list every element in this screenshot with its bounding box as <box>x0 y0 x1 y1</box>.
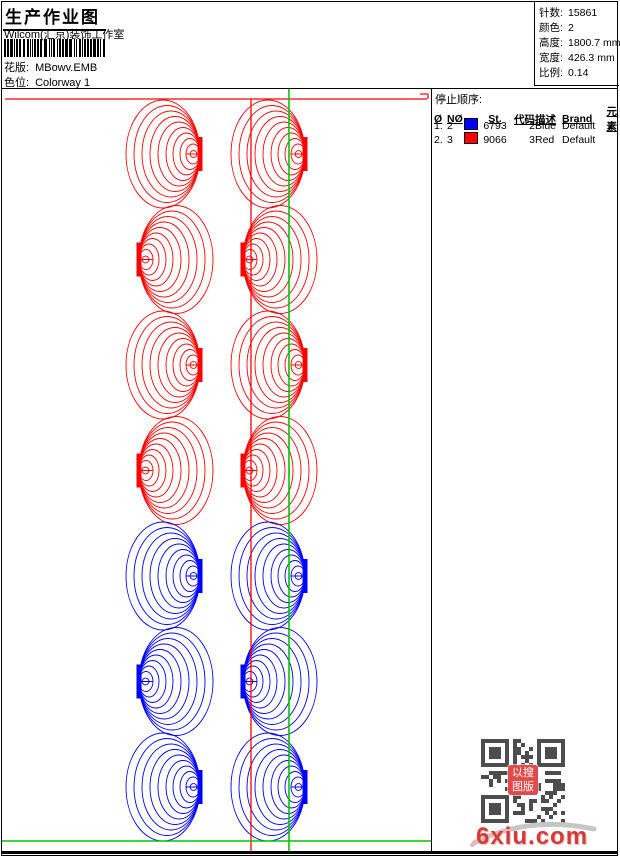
design-file-value: MBowv.EMB <box>35 62 98 74</box>
qr-code-modules <box>481 739 565 823</box>
watermark-swoosh <box>470 821 597 847</box>
spiral-motif <box>230 99 308 209</box>
info-label: 针数: <box>539 7 563 19</box>
stop-sequence-table: Ø NØ St. 代码 描述 Brand 元素 1. 2 6793 2 Blue Default 2. 3 9… <box>434 104 617 146</box>
studio-name: Wilcom(汇京)装饰工作室 <box>4 29 125 41</box>
stop-table-cell <box>464 132 480 147</box>
spiral-motif <box>136 627 214 736</box>
info-row: 高度: 1800.7 mm <box>539 36 620 51</box>
spiral-motif <box>125 310 203 420</box>
stop-table-row: 2. 3 9066 3 Red Default <box>434 132 617 146</box>
header-left-section: 生产作业图 Wilcom(汇京)装饰工作室 花版: MBowv.EMB 色位: … <box>2 2 533 90</box>
stop-table-cell: 6793 <box>483 119 507 132</box>
stop-table-row: 1. 2 6793 2 Blue Default <box>434 118 617 132</box>
stop-column-header: 描述 <box>535 113 556 126</box>
stamp-line-2: 图版 <box>512 781 534 793</box>
colorway-value: Colorway 1 <box>35 77 91 89</box>
spiral-motif <box>230 310 308 420</box>
header-divider <box>2 88 617 89</box>
info-row: 针数: 15861 <box>539 6 619 21</box>
bottom-border <box>2 851 617 854</box>
design-info-panel: 针数: 15861 颜色: 2 高度: 1800.7 mm 宽度: 426.3 mm 比例: 0.… <box>534 2 620 86</box>
stop-sequence-title: 停止顺序: <box>435 94 483 106</box>
stop-table-cell: 3 <box>529 133 535 146</box>
info-row: 比例: 0.14 <box>539 66 619 81</box>
stop-column-header: Brand <box>562 113 593 125</box>
spiral-motif <box>230 521 308 631</box>
info-value: 1800.7 mm <box>568 37 620 49</box>
spiral-motif <box>230 732 308 842</box>
stop-column-header: NØ <box>447 113 463 125</box>
design-file-row: 花版: MBowv.EMB <box>4 59 97 75</box>
right-panel: 停止顺序: Ø NØ St. 代码 描述 Brand 元素 1. 2 6793 2 Blue Defau… <box>431 89 618 851</box>
info-value: 2 <box>568 22 574 34</box>
stop-column-header: Ø <box>434 113 443 125</box>
page-title: 生产作业图 <box>3 3 106 31</box>
info-value: 15861 <box>568 7 598 19</box>
thread-color-swatch <box>464 118 478 130</box>
stop-table-cell: 2 <box>447 119 453 132</box>
stop-table-cell: 2. <box>434 133 443 146</box>
design-canvas <box>2 89 431 851</box>
stop-table-cell: Default <box>562 133 596 146</box>
info-row: 颜色: 2 <box>539 21 619 36</box>
stitch-design-plot <box>2 89 431 851</box>
spiral-motif <box>136 416 214 525</box>
stop-table-cell: 3 <box>447 133 453 146</box>
stop-table-cell: Red <box>535 133 555 146</box>
info-label: 颜色: <box>539 22 563 34</box>
info-label: 高度: <box>539 37 563 49</box>
stop-table-cell: 9066 <box>483 133 507 146</box>
design-file-label: 花版: <box>4 62 30 74</box>
thread-color-swatch <box>464 132 478 144</box>
qr-code: 以搜 图版 <box>481 739 565 823</box>
spiral-motif <box>240 416 318 525</box>
colorway-row: 色位: Colorway 1 <box>4 74 90 90</box>
colorway-label: 色位: <box>4 77 30 89</box>
spiral-motif <box>125 99 203 209</box>
spiral-motif <box>240 627 318 736</box>
watermark-site-text: 6xiu.com <box>476 823 589 850</box>
stop-table-cell: Default <box>562 119 596 132</box>
spiral-motif <box>240 205 318 314</box>
stop-table-cell <box>464 118 480 133</box>
spiral-motif <box>136 205 214 314</box>
info-label: 比例: <box>539 67 563 79</box>
stop-table-cell: 2 <box>529 119 535 132</box>
spiral-motif <box>125 521 203 631</box>
stop-column-header: 元素 <box>606 106 618 133</box>
stamp-line-1: 以搜 <box>512 767 534 779</box>
stop-column-header: 代码 <box>514 113 535 126</box>
info-label: 宽度: <box>539 52 563 64</box>
stop-table-header-row: Ø NØ St. 代码 描述 Brand 元素 <box>434 104 617 133</box>
stop-table-cell: 1. <box>434 119 443 132</box>
spiral-motif <box>125 732 203 842</box>
info-value: 0.14 <box>568 67 589 79</box>
qr-center-stamp: 以搜 图版 <box>508 765 538 795</box>
stop-column-header: St. <box>488 113 502 125</box>
info-value: 426.3 mm <box>568 52 615 64</box>
stop-table-cell: Blue <box>535 119 557 132</box>
info-row: 宽度: 426.3 mm <box>539 51 619 66</box>
barcode <box>4 39 105 57</box>
